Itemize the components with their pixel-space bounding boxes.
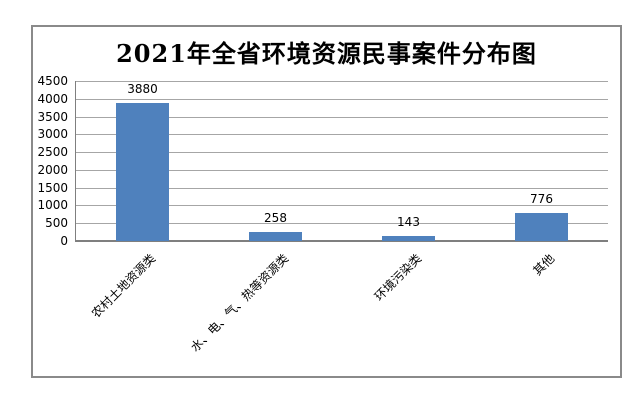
gridline [76, 223, 608, 225]
x-axis-category-label: 其他 [530, 251, 558, 279]
y-axis-line [75, 81, 76, 241]
x-axis-category-label: 农村土地资源类 [89, 251, 159, 321]
y-axis-tick-label: 0 [60, 234, 68, 248]
gridline [76, 169, 608, 171]
y-axis-tick-label: 2500 [37, 145, 68, 160]
y-axis-tick-label: 500 [45, 216, 68, 231]
bar [515, 213, 568, 241]
bar-value-label: 3880 [127, 82, 158, 97]
x-axis-category-label: 水、电、气、热等资源类 [188, 251, 292, 355]
chart-title: 2021年全省环境资源民事案件分布图 [116, 39, 537, 68]
y-axis-tick-label: 1500 [37, 180, 68, 195]
gridline [76, 81, 608, 82]
plot-area: 0 500 1000 1500 2000 2500 3000 3500 4000 4500 3880… [37, 74, 608, 355]
chart-frame: 2021年全省环境资源民事案件分布图 0 500 1000 1500 2000 2500 3… [31, 25, 622, 378]
gridline [76, 187, 608, 189]
y-axis-tick-label: 1000 [37, 198, 68, 213]
bar-value-label: 258 [264, 210, 287, 225]
gridline [76, 116, 608, 118]
gridline [76, 134, 608, 136]
bar [249, 231, 302, 241]
y-axis-tick-label: 4500 [37, 74, 68, 88]
gridline [76, 205, 608, 207]
bar [116, 103, 169, 241]
x-axis-category-label: 环境污染类 [372, 251, 425, 304]
x-axis-line [75, 240, 608, 242]
y-axis-tick-label: 3000 [37, 127, 68, 142]
gridline [76, 152, 608, 154]
bar-value-label: 776 [530, 192, 553, 207]
y-axis-tick-label: 2000 [37, 162, 68, 177]
y-axis-tick-label: 3500 [37, 109, 68, 124]
bar [382, 235, 435, 241]
bar-value-label: 143 [397, 214, 420, 229]
gridline [76, 98, 608, 100]
y-axis-tick-label: 4000 [37, 91, 68, 106]
